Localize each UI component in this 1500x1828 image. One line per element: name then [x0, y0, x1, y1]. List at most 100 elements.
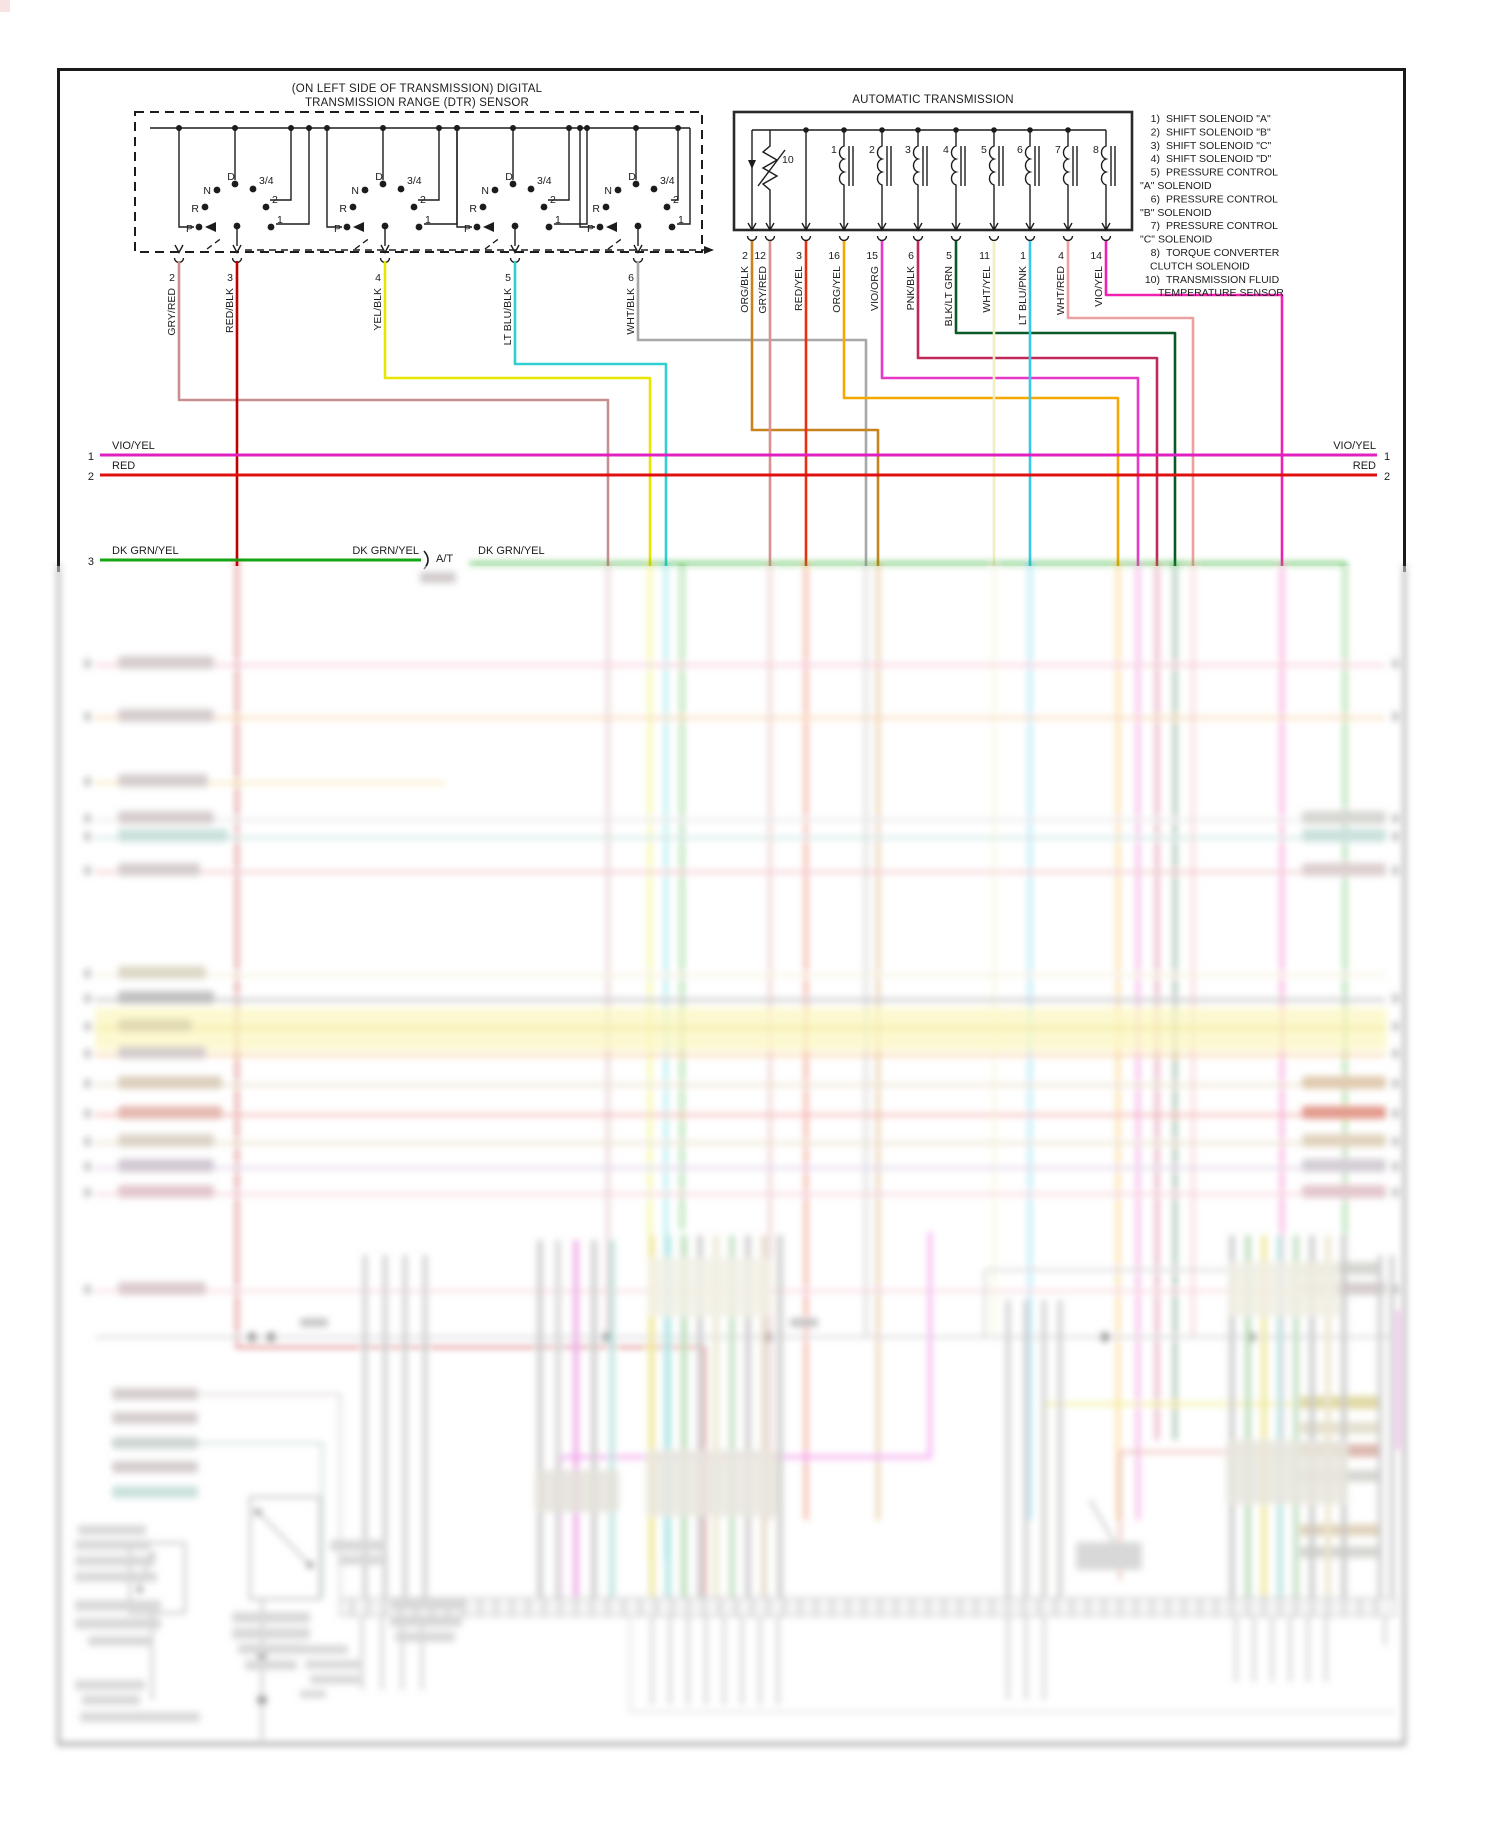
- coil-number: 5: [981, 144, 987, 156]
- dtr-switch-cluster-1: P R N D 3/4 2 1: [176, 125, 312, 250]
- coil-number: 8: [1093, 144, 1099, 156]
- dtr-title-line1: (ON LEFT SIDE OF TRANSMISSION) DIGITAL: [292, 83, 543, 95]
- position-label-r: R: [339, 203, 347, 215]
- inline-connector-bracket: [423, 550, 429, 570]
- bus2-label-right: RED: [1353, 460, 1376, 472]
- legend-num: 2): [1151, 126, 1160, 138]
- legend-text: SHIFT SOLENOID "A": [1166, 113, 1271, 125]
- position-label-34: 3/4: [259, 175, 274, 187]
- legend-text: TEMPERATURE SENSOR: [1158, 287, 1284, 299]
- dtr-pin-number: 4: [375, 272, 381, 284]
- legend-text: PRESSURE CONTROL: [1166, 167, 1278, 179]
- bus2-num-right: 2: [1384, 471, 1390, 483]
- dtr-linkage: [245, 246, 714, 254]
- legend-text: TORQUE CONVERTER: [1166, 247, 1280, 259]
- legend-text: SHIFT SOLENOID "D": [1166, 153, 1272, 165]
- position-label-p: P: [186, 223, 193, 235]
- tx-pin-number: 11: [979, 250, 990, 262]
- position-label-n: N: [203, 185, 211, 197]
- blur-horizontal-wires: [84, 656, 1399, 1295]
- position-label-p: P: [587, 223, 594, 235]
- bus3-connector-label: A/T: [436, 553, 453, 565]
- coil-8: 8: [1093, 130, 1116, 230]
- legend-text: SHIFT SOLENOID "B": [1166, 126, 1271, 138]
- position-label-r: R: [592, 203, 600, 215]
- legend-num: 6): [1151, 193, 1160, 205]
- legend-text: "B" SOLENOID: [1140, 207, 1212, 219]
- legend-num: 10): [1145, 274, 1160, 286]
- position-label-n: N: [481, 185, 489, 197]
- tx-pin-number: 14: [1090, 250, 1102, 262]
- bus-wire-1-vio-yel: VIO/YEL VIO/YEL 1 1: [88, 440, 1390, 463]
- coil-number: 1: [831, 144, 837, 156]
- bus3-label-right: DK GRN/YEL: [478, 545, 545, 557]
- tx-pin-number: 16: [828, 250, 840, 262]
- position-label-r: R: [191, 203, 199, 215]
- coil-1: 1: [831, 127, 854, 230]
- temp-sensor-resistor: 10: [748, 130, 794, 230]
- bus-wire-3-dk-grn-yel: DK GRN/YEL DK GRN/YEL A/T DK GRN/YEL 3: [88, 545, 545, 570]
- sharp-zone: (ON LEFT SIDE OF TRANSMISSION) DIGITAL T…: [57, 68, 1406, 572]
- coil-number: 3: [905, 144, 911, 156]
- solenoid-coils: 1 2 3 4 5 6 7 8: [803, 127, 1116, 230]
- position-label-p: P: [464, 223, 471, 235]
- coil-2: 2: [869, 127, 892, 230]
- position-label-34: 3/4: [660, 175, 675, 187]
- position-label-34: 3/4: [407, 175, 422, 187]
- legend-text: "A" SOLENOID: [1140, 180, 1212, 192]
- tx-pin-number: 3: [796, 250, 802, 262]
- blur-connector-clusters: [363, 1235, 1394, 1598]
- tx-pin-number: 2: [742, 250, 748, 262]
- legend-text: "C" SOLENOID: [1140, 234, 1213, 246]
- dtr-pin-label: WHT/BLK: [625, 288, 637, 335]
- legend-text: CLUTCH SOLENOID: [1150, 260, 1250, 272]
- position-label-2: 2: [550, 194, 556, 206]
- coil-6: 6: [1017, 127, 1040, 230]
- legend-text: SHIFT SOLENOID "C": [1166, 140, 1272, 152]
- position-label-2: 2: [272, 194, 278, 206]
- exit-arrows: [746, 222, 1112, 242]
- transmission-box: [732, 110, 1134, 232]
- transmission-wires: [750, 241, 1284, 566]
- transmission-title: AUTOMATIC TRANSMISSION: [852, 94, 1014, 106]
- bus-wire-2-red: RED RED 2 2: [88, 460, 1390, 483]
- bus3-num-left: 3: [88, 556, 94, 568]
- tx-pin-label: WHT/RED: [1055, 266, 1067, 315]
- dtr-sensor-box: [134, 111, 703, 253]
- position-label-n: N: [604, 185, 612, 197]
- dtr-pin-number: 2: [169, 272, 175, 284]
- bus1-num-right: 1: [1384, 451, 1390, 463]
- bus1-label-left: VIO/YEL: [112, 440, 155, 452]
- dtr-switch-cluster-4: P R N D 3/4 2 1: [577, 125, 691, 250]
- solenoid-legend: 1) SHIFT SOLENOID "A" 2) SHIFT SOLENOID "B…: [1140, 113, 1284, 299]
- dtr-pin-label: GRY/RED: [166, 288, 178, 336]
- tx-pin-label: ORG/BLK: [739, 266, 751, 313]
- blur-bottom-left-machinery: [75, 1495, 462, 1740]
- dtr-pin-number: 5: [505, 272, 511, 284]
- tx-pin-label: LT BLU/PNK: [1017, 266, 1029, 325]
- tx-pin-label: VIO/ORG: [869, 266, 881, 311]
- position-label-d: D: [628, 171, 636, 183]
- tx-pin-label: ORG/YEL: [831, 266, 843, 313]
- wire-lt-blu-blk: [513, 261, 668, 566]
- legend-num: 4): [1151, 153, 1160, 165]
- position-label-d: D: [505, 171, 513, 183]
- wire-org-yel: [842, 241, 1120, 566]
- dtr-pin-exits: 2 3 4 5 6 GRY/RED RED/BLK YEL/BLK LT BLU…: [166, 244, 644, 345]
- tx-pin-number: 15: [866, 250, 878, 262]
- wire-pnk-blk: [916, 241, 1159, 566]
- tx-pin-label: PNK/BLK: [905, 266, 917, 310]
- wire-wht-red: [1066, 241, 1195, 566]
- legend-text: PRESSURE CONTROL: [1166, 220, 1278, 232]
- resistor-number: 10: [782, 154, 794, 166]
- legend-num: 1): [1151, 113, 1160, 125]
- dtr-title-line2: TRANSMISSION RANGE (DTR) SENSOR: [305, 97, 529, 109]
- tx-pin-label: VIO/YEL: [1093, 266, 1105, 307]
- dtr-wires: [177, 261, 868, 566]
- tx-pin-number: 12: [754, 250, 766, 262]
- position-label-1: 1: [425, 214, 431, 226]
- diagram-frame: [57, 68, 1406, 572]
- tx-pin-number: 1: [1020, 250, 1026, 262]
- bus2-num-left: 2: [88, 471, 94, 483]
- position-label-1: 1: [277, 214, 283, 226]
